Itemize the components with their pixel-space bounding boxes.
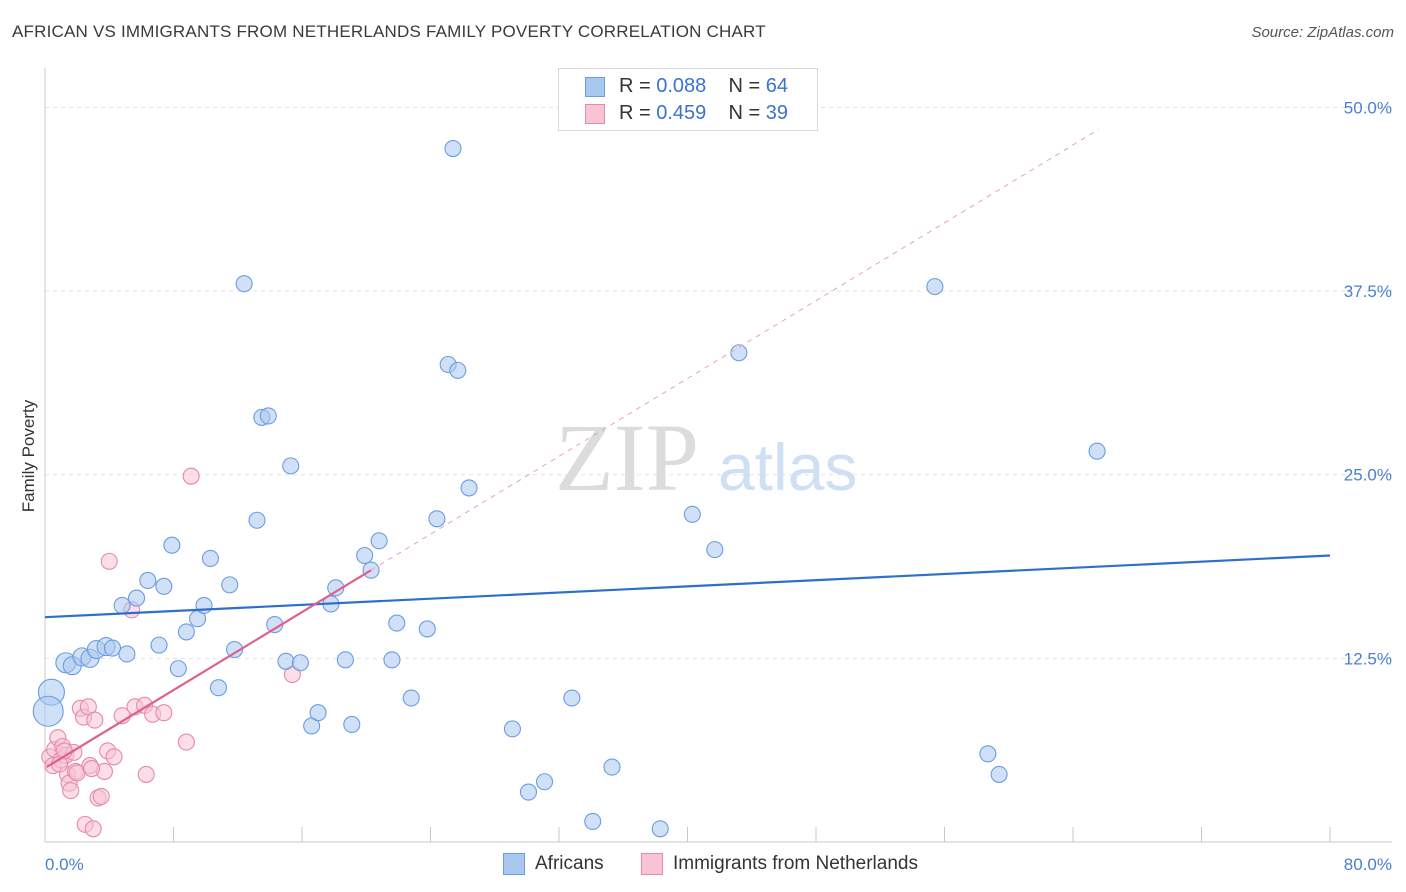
axis-labels: 12.5% 25.0% 37.5% 50.0% 0.0% 80.0% Family Pove… (19, 98, 1392, 874)
legend-n-label: N = (728, 102, 766, 124)
trend-lines (44, 128, 1331, 769)
netherlands-point (62, 782, 80, 800)
africans-point (503, 720, 521, 738)
netherlands-point (177, 733, 195, 751)
legend-swatch-netherlands (641, 853, 663, 875)
watermark: ZIP atlas (555, 404, 857, 511)
africans-point (1088, 442, 1106, 460)
legend-swatch-africans (585, 77, 605, 97)
africans-point (651, 820, 669, 838)
africans-point (163, 536, 181, 554)
netherlands-point (137, 765, 155, 783)
africans-point (563, 689, 581, 707)
gridlines (45, 106, 1392, 659)
legend-label-netherlands: Immigrants from Netherlands (673, 853, 918, 874)
africans-point (225, 640, 244, 659)
netherlands-point (84, 820, 102, 838)
netherlands-trend-line (46, 569, 372, 769)
africans-point (388, 614, 406, 632)
africans-point (343, 715, 361, 734)
africans-point (169, 660, 187, 678)
africans-point (683, 505, 701, 523)
legend-n-value: 64 (765, 75, 789, 97)
africans-point (535, 773, 554, 791)
africans-point (356, 546, 374, 565)
africans-point (979, 745, 997, 763)
africans-point (201, 549, 219, 567)
netherlands-point (182, 467, 200, 485)
y-tick-label: 37.5% (1344, 282, 1392, 301)
africans-point (990, 765, 1008, 783)
africans-point (150, 636, 168, 654)
y-tick-label: 50.0% (1344, 98, 1392, 117)
africans-point (282, 457, 300, 475)
series-legend: Africans Immigrants from Netherlands (0, 852, 1406, 878)
africans-point (291, 654, 309, 672)
africans-point (113, 596, 131, 615)
africans-point (248, 511, 266, 529)
africans-point (128, 589, 146, 607)
legend-label-africans: Africans (535, 853, 604, 874)
legend-n-value: 39 (765, 102, 789, 124)
netherlands-point (105, 748, 123, 766)
watermark-atlas: atlas (718, 430, 857, 504)
y-tick-label: 12.5% (1344, 649, 1392, 668)
africans-point (155, 577, 173, 595)
netherlands-trend-extension (370, 128, 1099, 571)
africans-point (309, 704, 327, 722)
africans-point (259, 407, 277, 425)
legend-r-value: 0.088 (656, 75, 707, 97)
x-tick-label: 0.0% (45, 855, 84, 874)
legend-swatch-africans (503, 853, 525, 875)
africans-point (277, 652, 295, 670)
africans-trend-line (44, 554, 1331, 619)
africans-point (118, 645, 136, 663)
netherlands-point (155, 704, 173, 722)
legend-r-label: R = (619, 102, 657, 124)
africans-point (370, 532, 388, 550)
africans-point (706, 541, 724, 559)
legend-r-label: R = (619, 75, 657, 97)
series-netherlands-points (41, 467, 301, 838)
netherlands-point (92, 787, 110, 806)
watermark-zip: ZIP (555, 404, 699, 511)
netherlands-point (83, 759, 101, 778)
y-tick-label: 25.0% (1344, 466, 1392, 485)
africans-point (235, 275, 253, 293)
chart-title: AFRICAN VS IMMIGRANTS FROM NETHERLANDS F… (12, 22, 766, 41)
netherlands-point (86, 711, 104, 729)
africans-point (221, 576, 239, 594)
africans-point (32, 695, 64, 727)
africans-point (926, 278, 944, 296)
legend-r-value: 0.459 (656, 102, 707, 124)
x-tick-label: 80.0% (1344, 855, 1392, 874)
africans-point (449, 361, 467, 379)
africans-point (139, 571, 157, 590)
africans-point (336, 651, 354, 669)
africans-point (402, 689, 420, 707)
africans-point (603, 758, 621, 776)
legend-n-label: N = (728, 75, 766, 97)
source-label: Source: ZipAtlas.com (1251, 24, 1394, 41)
africans-point (383, 651, 401, 669)
africans-point (103, 639, 122, 657)
netherlands-point (100, 552, 118, 570)
africans-point (428, 510, 446, 528)
africans-point (460, 479, 478, 497)
y-axis-title: Family Poverty (19, 399, 38, 512)
africans-point (177, 623, 195, 641)
legend-swatch-netherlands (585, 104, 605, 124)
africans-point (195, 596, 213, 615)
africans-point (519, 783, 538, 801)
series-africans-points (32, 139, 1106, 838)
africans-point (209, 679, 228, 697)
stats-legend: R = 0.088 N = 64 R = 0.459 N = 39 (558, 68, 818, 131)
africans-point (584, 812, 602, 830)
africans-point (418, 620, 436, 638)
africans-point (444, 139, 462, 158)
